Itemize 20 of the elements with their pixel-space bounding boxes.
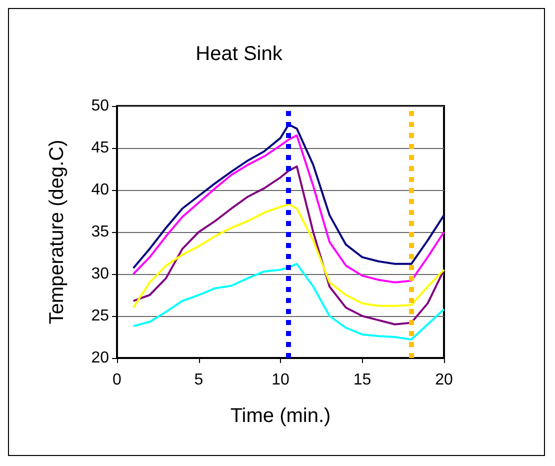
line-series — [132, 134, 445, 284]
y-tick-label: 50 — [91, 98, 110, 114]
line-series — [132, 123, 445, 270]
y-tick-label: 25 — [91, 308, 110, 324]
line-series — [132, 203, 445, 309]
x-tick-label: 0 — [112, 372, 122, 388]
y-axis-title: Temperature (deg.C) — [46, 140, 68, 324]
x-tick-label: 15 — [353, 372, 372, 388]
y-tick-label: 45 — [91, 140, 110, 156]
line-series — [132, 165, 445, 326]
line-series — [132, 262, 445, 341]
x-tick-label: 5 — [194, 372, 204, 388]
chart-title: Heat Sink — [196, 43, 284, 65]
x-axis-title: Time (min.) — [230, 405, 331, 427]
y-tick-label: 20 — [91, 350, 110, 366]
x-tick-label: 20 — [435, 372, 453, 388]
x-tick-label: 10 — [272, 372, 290, 388]
y-tick-label: 40 — [91, 182, 110, 198]
y-tick-label: 35 — [91, 224, 110, 240]
y-tick-label: 30 — [91, 266, 110, 282]
